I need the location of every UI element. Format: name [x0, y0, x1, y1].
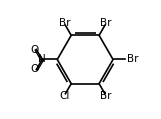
Text: N: N: [38, 55, 46, 64]
Text: O: O: [31, 64, 39, 74]
Text: Cl: Cl: [60, 91, 70, 101]
Text: Br: Br: [100, 18, 111, 28]
Text: Br: Br: [59, 18, 71, 28]
Text: O: O: [31, 45, 39, 55]
Text: Br: Br: [100, 91, 111, 101]
Text: Br: Br: [127, 55, 139, 64]
